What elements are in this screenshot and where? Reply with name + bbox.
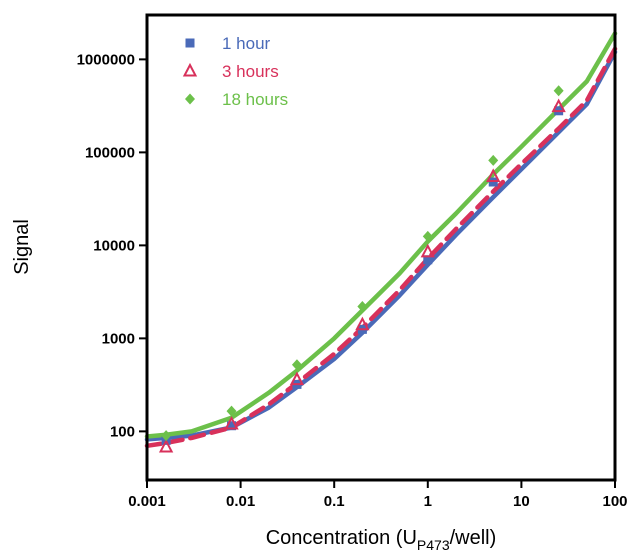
legend-marker-1-hour: [185, 38, 195, 48]
x-axis-title: Concentration (UP473/well): [266, 527, 497, 553]
y-tick-label: 100000: [85, 144, 135, 161]
x-axis-ticks: 0.001 0.01 0.1 1 10 100: [128, 480, 628, 510]
data-point-18-hours: [357, 301, 368, 313]
data-point-18-hours: [161, 430, 172, 442]
y-axis-title: Signal: [11, 219, 33, 275]
y-tick-label: 1000: [102, 330, 135, 347]
x-tick-label: 1: [424, 493, 432, 510]
x-axis-title-subscript: P473: [417, 537, 450, 553]
data-point-3-hours: [486, 168, 501, 183]
y-axis-ticks: 100 1000 10000 100000 1000000: [77, 51, 147, 440]
data-point-3-hours: [420, 243, 435, 258]
plot-frame: [145, 13, 617, 482]
legend-label-3-hours: 3 hours: [222, 62, 279, 81]
x-axis-title-main: Concentration (U: [266, 527, 417, 549]
data-point-18-hours: [226, 405, 237, 417]
plot-marks: [144, 31, 618, 453]
legend: 1 hour 3 hours 18 hours: [182, 34, 288, 109]
data-point-3-hours: [158, 438, 174, 453]
data-point-3-hours: [289, 371, 305, 386]
data-point-3-hours: [224, 415, 239, 430]
legend-label-18-hours: 18 hours: [222, 90, 288, 109]
data-point-18-hours: [422, 230, 433, 242]
fit-line-3-hours: [144, 46, 618, 449]
legend-label-1-hour: 1 hour: [222, 34, 271, 53]
fit-line-1-hour: [144, 49, 618, 442]
x-tick-label: 10: [513, 493, 530, 510]
x-axis-title-tail: /well): [450, 527, 497, 549]
legend-marker-18-hours: [185, 93, 195, 105]
data-point-18-hours: [291, 359, 302, 371]
y-tick-label: 10000: [93, 237, 135, 254]
x-tick-label: 0.001: [128, 493, 166, 510]
x-tick-label: 100: [602, 493, 627, 510]
x-tick-label: 0.1: [324, 493, 345, 510]
data-point-1-hour: [227, 421, 237, 431]
fit-line-18-hours: [144, 31, 618, 439]
data-point-3-hours: [551, 98, 566, 113]
data-point-1-hour: [423, 255, 433, 265]
y-tick-label: 1000000: [77, 51, 135, 68]
data-point-18-hours: [488, 154, 499, 166]
data-point-18-hours: [553, 85, 564, 97]
y-tick-label: 100: [110, 423, 135, 440]
data-point-3-hours: [355, 316, 370, 331]
legend-marker-3-hours: [182, 62, 198, 77]
x-tick-label: 0.01: [226, 493, 255, 510]
